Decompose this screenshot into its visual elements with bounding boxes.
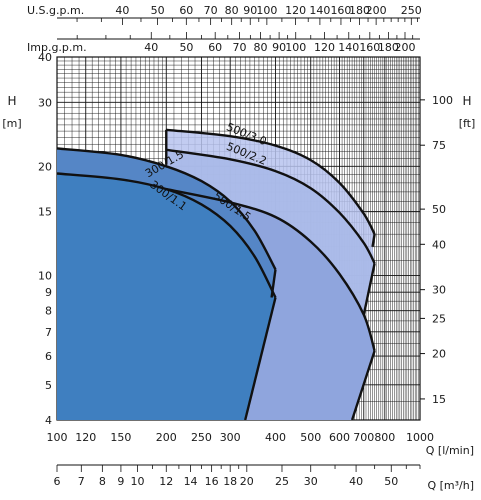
x-tick-label: 600 bbox=[329, 431, 350, 444]
x-tick-label: 100 bbox=[47, 431, 68, 444]
y-tick-label-left: 7 bbox=[45, 326, 52, 339]
us-gpm-tick-label: 40 bbox=[115, 4, 129, 17]
y-tick-label-right: 25 bbox=[432, 312, 446, 325]
boundary-300-1-5 bbox=[270, 269, 277, 298]
x-tick-label: 800 bbox=[374, 431, 395, 444]
m3h-tick-label: 20 bbox=[240, 475, 254, 488]
boundary-500-1-5 bbox=[350, 350, 376, 421]
x-tick-label: 150 bbox=[110, 431, 131, 444]
m3h-axis-title: Q [m³/h] bbox=[427, 479, 474, 492]
boundary-500-3-0 bbox=[371, 234, 376, 247]
us-gpm-tick-label: 120 bbox=[285, 4, 306, 17]
y-axis-title-right: H bbox=[462, 94, 471, 108]
y-tick-label-right: 20 bbox=[432, 348, 446, 361]
y-tick-label-right: 50 bbox=[432, 203, 446, 216]
imp-gpm-tick-label: 60 bbox=[208, 41, 222, 54]
y-tick-label-left: 5 bbox=[45, 379, 52, 392]
x-tick-label: 500 bbox=[300, 431, 321, 444]
us-gpm-tick-label: 180 bbox=[349, 4, 370, 17]
area-300-1.1 bbox=[57, 173, 276, 420]
boundary-300-1-1 bbox=[244, 297, 277, 421]
y-tick-label-right: 75 bbox=[432, 139, 446, 152]
m3h-tick-label: 18 bbox=[223, 475, 237, 488]
us-gpm-tick-label: 160 bbox=[330, 4, 351, 17]
us-gpm-tick-label: 200 bbox=[366, 4, 387, 17]
us-gpm-tick-label: 60 bbox=[179, 4, 193, 17]
boundary-500-2-2 bbox=[362, 263, 376, 315]
y-tick-label-left: 15 bbox=[38, 206, 52, 219]
m3h-tick-label: 7 bbox=[78, 475, 85, 488]
x-tick-label: 400 bbox=[265, 431, 286, 444]
imp-gpm-tick-label: 180 bbox=[378, 41, 399, 54]
us-gpm-axis-title: U.S.g.p.m. bbox=[27, 4, 84, 17]
imp-gpm-tick-label: 70 bbox=[232, 41, 246, 54]
m3h-tick-label: 10 bbox=[131, 475, 145, 488]
y-tick-label-right: 15 bbox=[432, 393, 446, 406]
x-tick-label: 200 bbox=[156, 431, 177, 444]
us-gpm-tick-label: 50 bbox=[151, 4, 165, 17]
us-gpm-tick-label: 100 bbox=[256, 4, 277, 17]
imp-gpm-tick-label: 200 bbox=[394, 41, 415, 54]
y-tick-label-left: 6 bbox=[45, 350, 52, 363]
imp-gpm-tick-label: 140 bbox=[338, 41, 359, 54]
us-gpm-tick-label: 140 bbox=[309, 4, 330, 17]
y-tick-label-left: 4 bbox=[45, 414, 52, 427]
m3h-tick-label: 30 bbox=[304, 475, 318, 488]
imp-gpm-tick-label: 40 bbox=[144, 41, 158, 54]
y-tick-label-right: 100 bbox=[432, 94, 453, 107]
y-tick-label-left: 8 bbox=[45, 305, 52, 318]
m3h-tick-label: 8 bbox=[99, 475, 106, 488]
y-axis-unit-left: [m] bbox=[2, 117, 21, 130]
y-tick-label-right: 30 bbox=[432, 284, 446, 297]
m3h-tick-label: 14 bbox=[184, 475, 198, 488]
y-tick-label-left: 9 bbox=[45, 286, 52, 299]
y-tick-label-left: 30 bbox=[38, 96, 52, 109]
m3h-tick-label: 6 bbox=[54, 475, 61, 488]
imp-gpm-tick-label: 80 bbox=[254, 41, 268, 54]
x-axis-title: Q [l/min] bbox=[426, 444, 474, 457]
area-500-2.2 bbox=[166, 149, 375, 351]
x-tick-label: 120 bbox=[75, 431, 96, 444]
y-tick-label-right: 40 bbox=[432, 238, 446, 251]
us-gpm-tick-label: 250 bbox=[401, 4, 422, 17]
m3h-tick-label: 12 bbox=[159, 475, 173, 488]
x-tick-label: 250 bbox=[191, 431, 212, 444]
area-300-1.5 bbox=[57, 148, 276, 298]
imp-gpm-tick-label: 120 bbox=[314, 41, 335, 54]
y-axis-title-left: H bbox=[7, 94, 16, 108]
imp-gpm-tick-label: 160 bbox=[359, 41, 380, 54]
imp-gpm-tick-label: 90 bbox=[272, 41, 286, 54]
us-gpm-tick-label: 70 bbox=[204, 4, 218, 17]
y-tick-label-left: 10 bbox=[38, 270, 52, 283]
x-tick-label: 700 bbox=[353, 431, 374, 444]
curve-300-1-1 bbox=[56, 172, 277, 299]
y-tick-label-left: 20 bbox=[38, 160, 52, 173]
m3h-tick-label: 50 bbox=[384, 475, 398, 488]
curve-300-1-5 bbox=[56, 147, 277, 270]
y-tick-label-left: 40 bbox=[38, 51, 52, 64]
us-gpm-tick-label: 90 bbox=[243, 4, 257, 17]
x-tick-label: 1000 bbox=[406, 431, 434, 444]
us-gpm-tick-label: 80 bbox=[225, 4, 239, 17]
m3h-tick-label: 16 bbox=[205, 475, 219, 488]
m3h-tick-label: 25 bbox=[275, 475, 289, 488]
imp-gpm-tick-label: 100 bbox=[285, 41, 306, 54]
y-axis-unit-right: [ft] bbox=[459, 117, 476, 130]
imp-gpm-tick-label: 50 bbox=[179, 41, 193, 54]
m3h-tick-label: 9 bbox=[117, 475, 124, 488]
curve-500-2-2 bbox=[166, 148, 376, 264]
x-tick-label: 300 bbox=[220, 431, 241, 444]
curve-500-3-0 bbox=[166, 128, 376, 235]
m3h-tick-label: 40 bbox=[349, 475, 363, 488]
imp-gpm-axis-title: Imp.g.p.m. bbox=[27, 41, 87, 54]
